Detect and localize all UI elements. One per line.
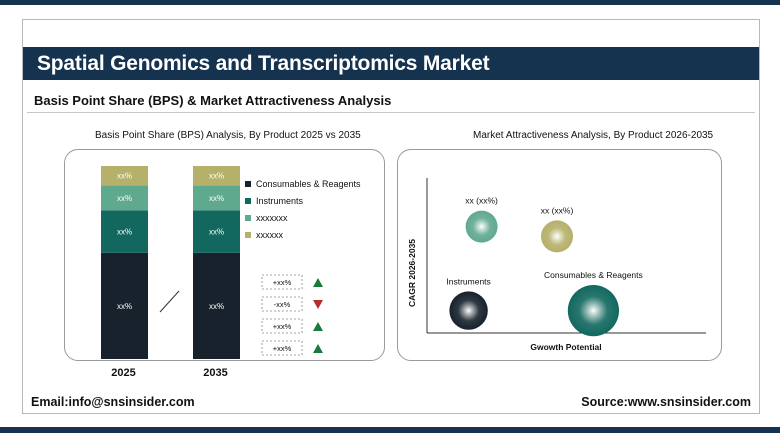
arrow-up-icon: [313, 322, 323, 331]
attractiveness-chart-panel: CAGR 2026-2035 Gwowth Potential xx (xx%) xx…: [397, 149, 722, 361]
top-accent-bar: [0, 0, 780, 5]
bar-segment: [101, 185, 148, 211]
change-label: +xx%: [273, 344, 292, 353]
x-tick-label: 2035: [203, 367, 227, 379]
bar-value-label: xx%: [209, 194, 224, 203]
legend-label: Instruments: [256, 196, 304, 206]
change-label: +xx%: [273, 278, 292, 287]
bar-value-label: xx%: [209, 228, 224, 237]
bubble-label: xx (xx%): [541, 205, 574, 215]
arrow-up-icon: [313, 344, 323, 353]
arrow-up-icon: [313, 278, 323, 287]
growth-connector-line: [159, 290, 180, 313]
attractiveness-chart-title: Market Attractiveness Analysis, By Produ…: [473, 130, 714, 141]
bubble-label: xx (xx%): [465, 196, 498, 206]
divider: [27, 112, 755, 113]
bar-value-label: xx%: [209, 172, 224, 181]
bubble: [567, 285, 619, 337]
footer-source: Source:www.snsinsider.com: [581, 395, 751, 409]
title-band: Spatial Genomics and Transcriptomics Mar…: [23, 47, 759, 80]
legend-swatch: [245, 232, 251, 238]
bar-segment: [101, 166, 148, 186]
footer-email: Email:info@snsinsider.com: [31, 395, 195, 409]
legend-label: Consumables & Reagents: [256, 179, 361, 189]
page-subtitle: Basis Point Share (BPS) & Market Attract…: [34, 93, 392, 108]
page-title: Spatial Genomics and Transcriptomics Mar…: [37, 52, 490, 75]
legend-label: xxxxxxx: [256, 213, 288, 223]
bar-value-label: xx%: [117, 194, 132, 203]
bar-segment: [193, 185, 240, 211]
legend-swatch: [245, 215, 251, 221]
bar-value-label: xx%: [117, 302, 132, 311]
bubble-label: Consumables & Reagents: [544, 270, 643, 280]
bottom-accent-bar: [0, 427, 780, 433]
change-box: [261, 296, 303, 312]
bar-segment: [193, 166, 240, 186]
bar-value-label: xx%: [117, 172, 132, 181]
x-tick-label: 2025: [111, 367, 135, 379]
bps-axis-labels: 2025 2035: [111, 367, 227, 379]
arrow-down-icon: [313, 300, 323, 309]
bubble-label: Instruments: [446, 276, 490, 286]
change-box: [261, 340, 303, 356]
change-label: +xx%: [273, 322, 292, 331]
bps-chart-panel: xx% xx% xx% xx% xx% xx% xx% xx% Consumables & Re…: [64, 149, 385, 361]
bar-segment: [193, 252, 240, 359]
x-axis-label: Gwowth Potential: [530, 342, 601, 352]
bar-segment: [193, 210, 240, 253]
y-axis-label: CAGR 2026-2035: [407, 239, 417, 307]
change-box: [261, 318, 303, 334]
change-label: -xx%: [274, 300, 291, 309]
legend-swatch: [245, 198, 251, 204]
bar-value-label: xx%: [117, 228, 132, 237]
bubble: [449, 291, 488, 330]
legend-swatch: [245, 181, 251, 187]
bar-segment: [101, 252, 148, 359]
bps-chart: xx% xx% xx% xx% xx% xx% xx% xx% Consumables & Re…: [101, 166, 361, 359]
bubble: [465, 210, 498, 243]
bar-value-label: xx%: [209, 302, 224, 311]
bps-chart-title: Basis Point Share (BPS) Analysis, By Pro…: [95, 130, 361, 141]
change-box: [261, 274, 303, 290]
legend-label: xxxxxx: [256, 230, 284, 240]
infographic-frame: Spatial Genomics and Transcriptomics Mar…: [22, 19, 760, 414]
bubble: [541, 220, 573, 253]
attractiveness-chart: CAGR 2026-2035 Gwowth Potential xx (xx%) xx…: [407, 178, 706, 352]
bar-segment: [101, 210, 148, 253]
